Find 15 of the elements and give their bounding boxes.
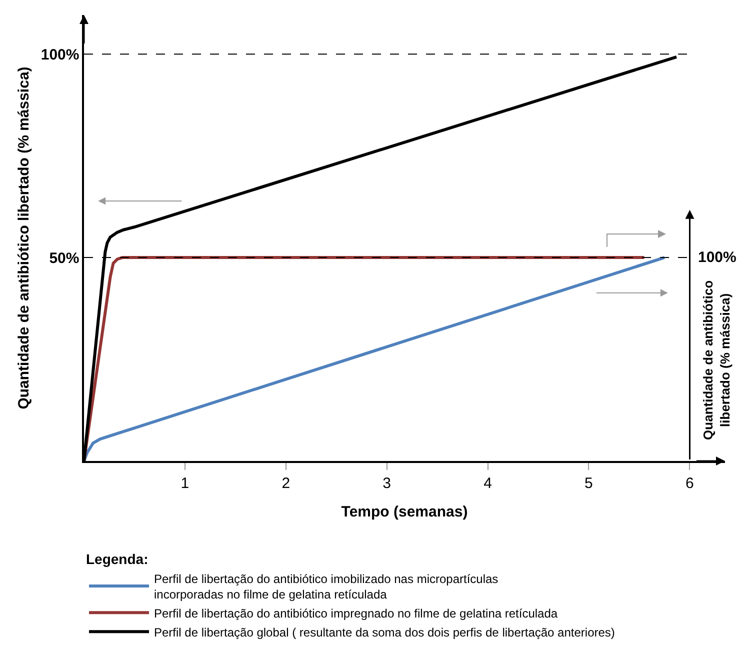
legend-label: Perfil de libertação do antibiótico impregnado no filme de gelatina retículada [154,606,558,620]
legend-label: Perfil de libertação global ( resultante da soma dos dois perfis de libertação anteriores) [154,625,615,640]
legend-label: Perfil de libertação do antibiótico imobilizado nas micropartículas incorporadas no filme de gelatina retículada [154,572,498,602]
x-tick-label: 4 [484,474,492,492]
x-tick-label: 2 [282,474,290,492]
y2-axis-title: Quantidade de antibiótico libertado (% mássica) [700,280,732,440]
x-axis-title: Tempo (semanas) [341,503,468,520]
x-tick-label: 3 [382,474,391,492]
x-tick-label: 6 [686,474,694,492]
y-axis-title: Quantidade de antibiótico libertado (% mássica) [16,66,33,410]
annotation: 100% [698,249,736,266]
x-tick-label: 1 [180,474,190,492]
y-tick-label: 50% [49,250,80,267]
legend-title: Legenda: [86,550,148,567]
x-tick-label: 5 [584,474,593,492]
